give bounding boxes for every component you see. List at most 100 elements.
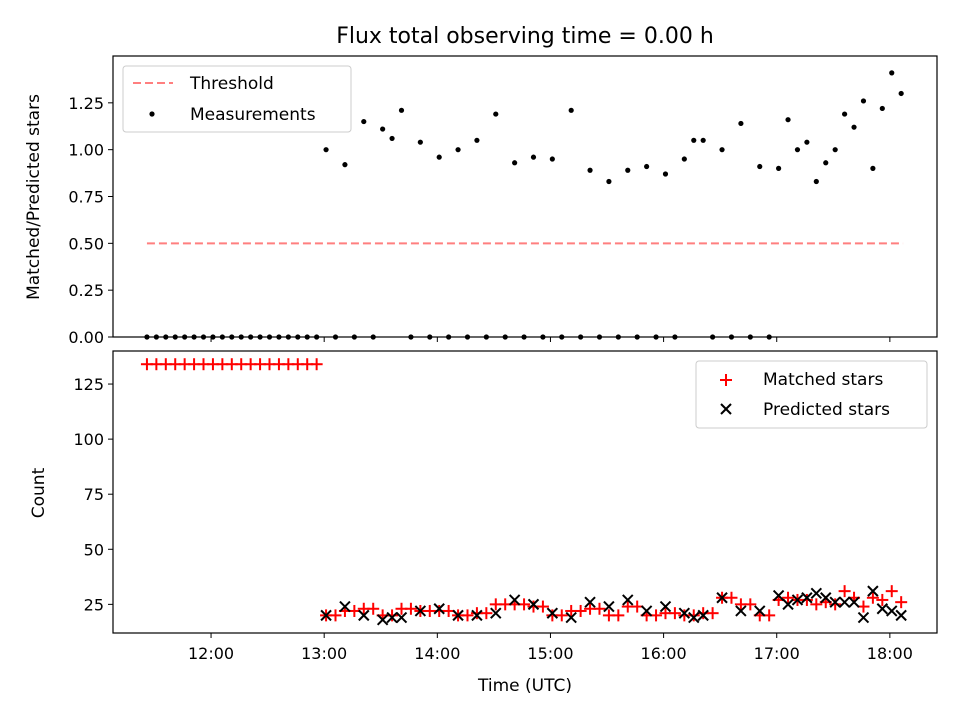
measurement-point <box>785 117 791 123</box>
legend-predicted-swatch <box>720 403 732 415</box>
predicted-star-point <box>376 614 389 626</box>
predicted-star-mark-b <box>678 607 691 619</box>
measurement-point <box>596 334 603 340</box>
predicted-star-mark-b <box>339 600 351 613</box>
predicted-star-point <box>876 603 889 615</box>
measurement-point <box>314 334 320 340</box>
predicted-star-mark-b <box>508 594 521 606</box>
predicted-star-mark-b <box>584 596 596 608</box>
predicted-star-mark-b <box>490 607 502 619</box>
measurement-point <box>879 105 885 112</box>
predicted-star-mark-b <box>565 611 577 624</box>
predicted-star-mark-b <box>867 585 879 597</box>
matched-star-point <box>687 609 700 622</box>
predicted-star-point <box>895 609 907 622</box>
predicted-star-point <box>791 594 804 606</box>
predicted-star-mark-b <box>640 605 653 617</box>
matched-star-point <box>404 602 417 615</box>
matched-star-point <box>866 591 879 604</box>
measurement-point <box>823 160 829 166</box>
predicted-star-point <box>395 611 408 624</box>
measurement-point <box>747 334 753 340</box>
measurement-point <box>851 124 857 130</box>
predicted-star-point <box>678 607 691 619</box>
matched-star-point <box>310 358 323 371</box>
predicted-star-point <box>358 609 370 622</box>
matched-star-point <box>725 591 738 604</box>
measurement-point <box>266 334 273 340</box>
matched-star-point <box>800 593 813 606</box>
predicted-star-point <box>584 596 596 608</box>
predicted-star-mark-b <box>820 592 832 604</box>
x-tick-label: 13:00 <box>301 644 347 663</box>
measurement-point <box>219 334 225 340</box>
predicted-star-mark-b <box>829 596 841 608</box>
matched-star-point <box>612 609 625 622</box>
predicted-star-point <box>433 603 445 615</box>
matched-star-point <box>810 598 823 611</box>
measurement-point <box>691 137 697 143</box>
matched-star-point <box>895 596 908 609</box>
measurement-point <box>757 163 763 170</box>
measurement-point <box>332 334 339 340</box>
measurement-point <box>842 111 848 117</box>
predicted-star-mark-b <box>622 594 634 606</box>
measurement-point <box>483 334 489 340</box>
measurement-point <box>323 147 329 153</box>
legend-predicted-label: Predicted stars <box>763 400 890 420</box>
measurement-point <box>257 334 263 340</box>
measurement-point <box>229 334 235 340</box>
legend-measurements-swatch <box>149 111 155 117</box>
measurement-point <box>389 135 395 142</box>
matched-star-point <box>367 602 380 615</box>
measurement-point <box>502 334 508 340</box>
top-plot-area: 0.00 0.25 0.50 0.75 1.00 1.25 <box>68 94 891 347</box>
x-tick-label: 17:00 <box>754 644 800 663</box>
predicted-star-mark-b <box>772 589 785 602</box>
measurement-point <box>172 334 178 340</box>
x-tick-label: 14:00 <box>414 644 460 663</box>
matched-star-point <box>829 598 842 611</box>
measurement-point <box>710 334 716 340</box>
measurement-point <box>804 139 810 145</box>
measurement-point <box>380 126 386 132</box>
measurement-point <box>474 137 480 143</box>
bottom-chart-marks <box>140 358 908 626</box>
predicted-star-mark-b <box>376 614 389 626</box>
predicted-star-point <box>829 596 841 608</box>
predicted-star-point <box>820 592 832 604</box>
measurement-point <box>238 334 244 340</box>
measurement-point <box>898 90 904 97</box>
bottom-legend: Matched stars Predicted stars <box>695 360 928 429</box>
measurement-point <box>615 334 621 340</box>
top-legend-box <box>122 65 352 133</box>
predicted-star-mark-b <box>386 611 398 624</box>
predicted-star-point <box>386 611 398 624</box>
top-y-tick-label: 0.75 <box>68 188 104 207</box>
predicted-star-point <box>848 596 860 608</box>
measurement-point <box>408 334 414 340</box>
predicted-star-mark-b <box>358 609 370 622</box>
predicted-star-mark-b <box>433 603 445 615</box>
matched-star-point <box>876 593 889 606</box>
measurement-point <box>446 334 452 340</box>
predicted-star-point <box>857 611 870 624</box>
top-chart-title: Flux total observing time = 0.00 h <box>336 24 714 49</box>
predicted-star-mark-b <box>697 609 709 622</box>
x-tick-label: 12:00 <box>188 644 234 663</box>
predicted-star-mark-b <box>452 609 464 622</box>
predicted-star-point <box>546 607 559 619</box>
legend-threshold-label: Threshold <box>189 74 274 94</box>
measurement-point <box>361 118 367 125</box>
measurement-point <box>512 160 518 166</box>
measurement-point <box>398 107 405 113</box>
top-y-tick-label: 0.00 <box>68 328 104 347</box>
predicted-star-mark-b <box>754 605 766 617</box>
predicted-star-point <box>622 594 634 606</box>
predicted-star-mark-b <box>546 607 559 619</box>
predicted-star-point <box>754 605 766 617</box>
measurement-point <box>653 334 659 340</box>
predicted-star-mark-b <box>395 611 408 624</box>
bottom-y-tick-label: 25 <box>84 595 104 614</box>
matched-star-point <box>574 604 587 617</box>
